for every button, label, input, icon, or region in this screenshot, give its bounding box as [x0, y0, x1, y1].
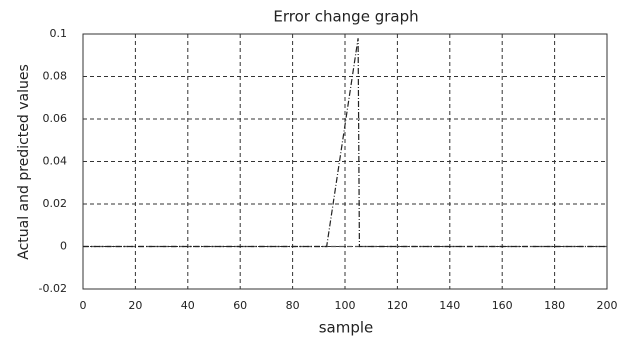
x-tick-label: 40 [181, 299, 195, 312]
y-tick-label: -0.02 [39, 282, 67, 295]
x-tick-label: 0 [80, 299, 87, 312]
x-tick-label: 20 [128, 299, 142, 312]
plot-frame [82, 33, 608, 290]
y-tick-label: 0.06 [43, 112, 68, 125]
y-tick-label: 0.08 [43, 70, 68, 83]
x-tick-label: 180 [544, 299, 565, 312]
y-tick-label: 0 [60, 240, 67, 253]
x-tick-label: 100 [335, 299, 356, 312]
chart-title: Error change graph [273, 8, 418, 26]
data-line [83, 38, 607, 248]
x-tick-label: 200 [597, 299, 617, 312]
y-tick-label: 0.1 [50, 27, 68, 40]
x-tick-label: 160 [492, 299, 513, 312]
x-tick-label: 120 [387, 299, 408, 312]
x-tick-label: 80 [286, 299, 300, 312]
y-tick-label: 0.04 [43, 155, 68, 168]
x-axis-label: sample [319, 319, 374, 337]
y-tick-label: 0.02 [43, 197, 68, 210]
x-tick-label: 60 [233, 299, 247, 312]
x-tick-label: 140 [439, 299, 460, 312]
y-axis-label: Actual and predicted values [16, 64, 32, 260]
